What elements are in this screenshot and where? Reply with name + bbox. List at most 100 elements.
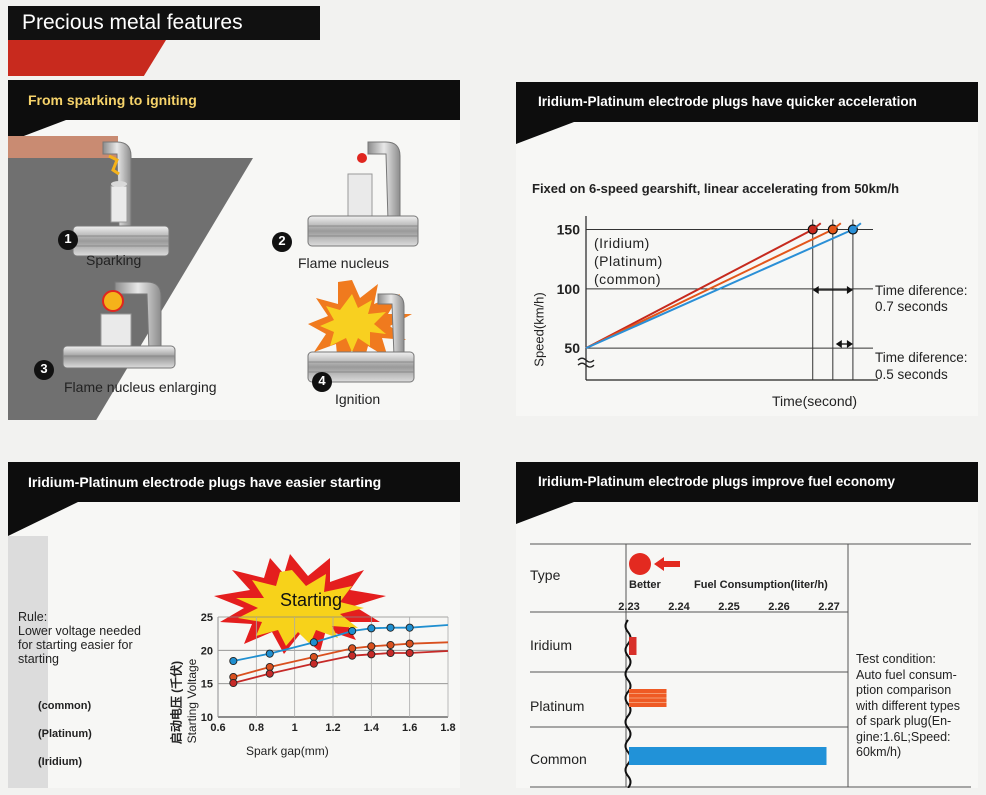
start-point-2-1 — [265, 669, 274, 678]
time-diff-arrowhead-right-2 — [846, 340, 853, 348]
start-point-2-4 — [367, 650, 376, 659]
fuel-xtick-3: 2.26 — [768, 601, 789, 613]
category-platinum: Platinum — [530, 698, 585, 714]
better-label: Better — [629, 579, 661, 591]
panel-fuel: Iridium-Platinum electrode plugs improve… — [516, 462, 978, 788]
start-xtick-3: 1.2 — [325, 722, 340, 734]
start-point-1-1 — [265, 662, 274, 672]
legend-common-label: (common) — [38, 700, 92, 712]
start-line-1 — [233, 641, 449, 678]
start-point-1-3 — [348, 644, 357, 653]
fuel-economy-chart: 2.23 2.24 2.25 2.26 2.27 — [530, 543, 971, 788]
step-4-marker — [312, 372, 332, 392]
start-point-2-2 — [309, 659, 318, 668]
start-point-1-5 — [386, 640, 395, 650]
panel-fuel-title: Iridium-Platinum electrode plugs improve… — [516, 462, 978, 502]
start-xtick-5: 1.6 — [402, 722, 417, 734]
fuel-bar-iridium — [629, 637, 637, 655]
start-xtick-2: 1 — [292, 722, 298, 734]
start-point-2-6 — [405, 648, 414, 658]
fuel-xlabel: Fuel Consumption(liter/h) — [694, 579, 828, 591]
spark-plug-2-icon — [307, 141, 419, 247]
accel-line-ext-2 — [852, 222, 862, 231]
start-point-0-2 — [309, 638, 318, 647]
start-xtick-0: 0.6 — [210, 722, 225, 734]
legend-platinum: (Platinum) — [594, 253, 663, 269]
start-ytick-25: 25 — [201, 612, 213, 624]
accel-line-1 — [585, 228, 834, 350]
spark-plug-3-icon — [62, 281, 176, 369]
start-ytick-15: 15 — [201, 679, 213, 691]
acceleration-subtitle: Fixed on 6-speed gearshift, linear accel… — [532, 181, 900, 196]
accel-axis-break — [577, 357, 595, 368]
category-iridium: Iridium — [530, 637, 573, 653]
step-2-label: Flame nucleus — [298, 255, 390, 271]
panel-acceleration: Iridium-Platinum electrode plugs have qu… — [516, 82, 978, 416]
starting-voltage-chart: 10 15 20 25 0.6 0.8 1 1.2 1.4 1.6 1.8 — [201, 612, 456, 734]
acceleration-ylabel: Speed(km/h) — [531, 292, 547, 367]
fuel-bar-common — [629, 747, 827, 765]
test-condition: Test condition: Auto fuel consum- ption … — [856, 652, 960, 759]
step-4-number: 4 — [318, 373, 326, 388]
legend-iridium: (Iridium) — [594, 235, 650, 251]
start-point-0-0 — [229, 656, 238, 666]
start-ytick-20: 20 — [201, 645, 213, 657]
time-diff-2-value: 0.5 seconds — [875, 367, 948, 382]
better-dot-icon — [629, 553, 651, 575]
accel-line-2 — [585, 228, 854, 350]
fuel-xtick-1: 2.24 — [668, 601, 690, 613]
title-accent-wedge — [8, 40, 166, 76]
fuel-xtick-2: 2.25 — [718, 601, 739, 613]
step-3-number: 3 — [40, 361, 48, 376]
starting-xlabel: Spark gap(mm) — [246, 744, 329, 758]
time-diff-arrowhead-right-1 — [846, 286, 853, 294]
start-ytick-10: 10 — [201, 712, 213, 724]
legend-platinum-label: (Platinum) — [38, 728, 92, 740]
better-arrow-icon — [654, 557, 680, 571]
start-point-1-6 — [405, 639, 414, 648]
start-xtick-4: 1.4 — [364, 722, 380, 734]
accel-ytick-150: 150 — [557, 221, 581, 237]
panel-starting-title: Iridium-Platinum electrode plugs have ea… — [8, 462, 460, 502]
time-diff-arrowhead-left-2 — [835, 340, 842, 348]
gray-shade — [8, 536, 48, 788]
time-diff-arrowhead-left-1 — [812, 286, 819, 294]
starting-burst-label: Starting — [280, 590, 343, 610]
start-line-2 — [233, 650, 449, 684]
accel-ytick-100: 100 — [557, 281, 581, 297]
legend-common: (common) — [594, 271, 662, 287]
starting-burst-icon — [214, 554, 386, 654]
accel-line-0 — [585, 228, 814, 350]
panel-sparking-title: From sparking to igniting — [8, 80, 460, 120]
step-3-marker — [34, 360, 54, 380]
step-2-number: 2 — [278, 233, 286, 248]
step-4-label: Ignition — [335, 391, 381, 407]
acceleration-xlabel: Time(second) — [772, 393, 858, 409]
accel-ytick-50: 50 — [564, 340, 580, 356]
category-common: Common — [530, 751, 587, 767]
panel-acceleration-title: Iridium-Platinum electrode plugs have qu… — [516, 82, 978, 122]
time-diff-2-label: Time diference: — [875, 350, 968, 365]
page-title: Precious metal features — [8, 6, 320, 40]
sparking-illustrations — [34, 141, 419, 392]
start-point-0-3 — [348, 626, 357, 636]
step-1-marker — [58, 230, 78, 250]
panel-starting: Iridium-Platinum electrode plugs have ea… — [8, 462, 460, 788]
accel-line-ext-1 — [832, 222, 842, 231]
accel-line-ext-0 — [812, 222, 822, 231]
step-1-label: Sparking — [86, 252, 142, 268]
start-point-2-5 — [386, 648, 395, 658]
rule-text: Rule: Lower voltage needed for starting … — [18, 610, 142, 666]
start-point-0-5 — [386, 623, 395, 632]
start-point-1-2 — [309, 652, 318, 662]
time-diff-1-label: Time diference: — [875, 283, 968, 298]
legend-iridium-label: (Iridium) — [38, 756, 82, 768]
start-point-0-1 — [265, 649, 274, 658]
step-1-number: 1 — [64, 231, 72, 246]
fuel-xtick-4: 2.27 — [818, 601, 839, 613]
fuel-type-header: Type — [530, 567, 561, 583]
start-point-2-0 — [229, 678, 238, 688]
fuel-xtick-0: 2.23 — [618, 601, 639, 613]
start-point-1-4 — [367, 642, 376, 651]
panel-sparking: From sparking to igniting — [8, 80, 460, 420]
